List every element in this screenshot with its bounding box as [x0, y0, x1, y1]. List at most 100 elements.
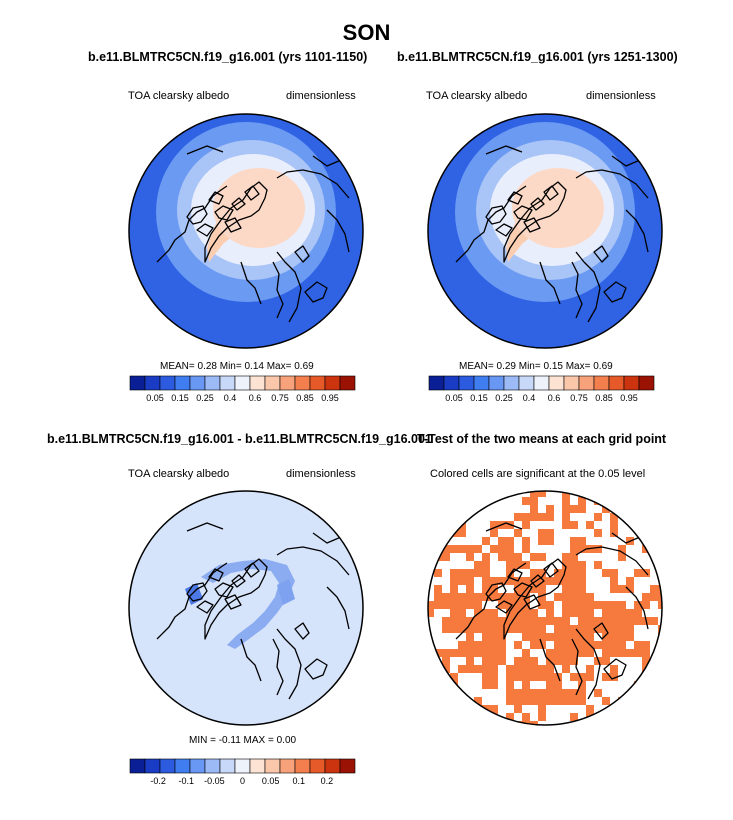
significant-cell: [522, 689, 530, 697]
significant-cell: [506, 537, 514, 545]
significant-cell: [578, 545, 586, 553]
significant-cell: [428, 505, 434, 513]
coastline: [294, 622, 310, 640]
significant-cell: [610, 521, 618, 529]
significant-cell: [562, 491, 570, 497]
significant-cell: [610, 641, 618, 649]
difference-field: [129, 491, 363, 725]
colorbar-swatch: [548, 375, 565, 391]
significant-cell: [538, 673, 546, 681]
colorbar-tick-label: 0.85: [296, 393, 314, 403]
significant-cell: [538, 665, 546, 673]
significant-cell: [490, 585, 498, 593]
significant-cell: [618, 609, 626, 617]
significant-cell: [618, 553, 626, 561]
significant-cell: [466, 593, 474, 601]
significant-cell: [466, 721, 474, 725]
significant-cell: [642, 593, 650, 601]
significant-cell: [570, 625, 578, 633]
coastline: [485, 582, 507, 602]
colorbar-swatch: [264, 375, 281, 391]
significant-cell: [578, 497, 586, 505]
significant-cell: [458, 513, 466, 521]
colorbar-swatch: [563, 375, 580, 391]
significant-cell: [458, 721, 466, 725]
significant-cell: [490, 577, 498, 585]
significant-cell: [570, 601, 578, 609]
colorbar-swatch: [204, 758, 221, 774]
coastline: [196, 600, 214, 614]
colorbar-swatch: [189, 375, 206, 391]
significant-cell: [634, 617, 642, 625]
panel3-case-title: b.e11.BLMTRC5CN.f19_g16.001 - b.e11.BLMT…: [47, 432, 432, 446]
coastline: [304, 281, 328, 303]
significant-cell: [562, 609, 570, 617]
significant-cell: [474, 545, 482, 553]
significant-cell: [434, 497, 442, 505]
colorbar-swatch: [309, 758, 326, 774]
colorbar-swatch: [294, 375, 311, 391]
significant-cell: [466, 633, 474, 641]
coastline: [593, 622, 609, 640]
colorbar-swatch: [339, 758, 356, 774]
significant-cell: [450, 721, 458, 725]
colorbar-tick-label: 0.75: [570, 393, 588, 403]
significant-cell: [586, 521, 594, 529]
significant-cell: [466, 577, 474, 585]
significant-cell: [434, 569, 442, 577]
significant-cell: [642, 497, 650, 505]
significant-cell: [578, 561, 586, 569]
significant-cell: [546, 505, 554, 513]
significant-cell: [514, 553, 522, 561]
significant-cell: [562, 561, 570, 569]
colorbar-swatch: [324, 758, 341, 774]
significant-cell: [634, 601, 642, 609]
colorbar-swatch: [533, 375, 550, 391]
significant-cell: [522, 713, 530, 721]
significant-cell: [562, 689, 570, 697]
significant-cell: [466, 601, 474, 609]
significant-cell: [618, 505, 626, 513]
coastline: [214, 582, 234, 598]
map-border: [427, 490, 663, 726]
arctic-ice-field: [512, 168, 604, 248]
significant-cell: [522, 545, 530, 553]
significant-cell: [498, 625, 506, 633]
significant-cell: [482, 577, 490, 585]
significant-cell: [594, 529, 602, 537]
significant-cell: [530, 609, 538, 617]
significant-cell: [554, 577, 562, 585]
panel2-variable: TOA clearsky albedo: [426, 90, 528, 102]
significant-cell: [586, 673, 594, 681]
significant-cell: [570, 593, 578, 601]
significant-cell: [586, 617, 594, 625]
significant-cell: [506, 609, 514, 617]
coastline: [186, 145, 224, 155]
map-border: [128, 113, 364, 349]
significant-cell: [442, 713, 450, 721]
significant-cell: [434, 537, 442, 545]
significant-cell: [578, 641, 586, 649]
significant-cell: [538, 705, 546, 713]
significant-cell: [522, 521, 530, 529]
colorbar-swatch: [129, 758, 146, 774]
significant-cell: [482, 585, 490, 593]
significant-cell: [506, 569, 514, 577]
significant-cell: [482, 609, 490, 617]
significant-cell: [506, 625, 514, 633]
significant-cell: [634, 649, 642, 657]
significant-cell: [514, 529, 522, 537]
significant-cell: [428, 545, 434, 553]
significant-cell: [428, 673, 434, 681]
coastline: [539, 261, 561, 305]
coastline: [326, 586, 350, 630]
significant-cell: [642, 505, 650, 513]
panel3-polar-map: [128, 490, 364, 726]
coastlines: [156, 145, 350, 323]
significant-cell: [442, 491, 450, 497]
significant-cell: [530, 721, 538, 725]
significant-cell: [498, 553, 506, 561]
significant-cell: [602, 569, 610, 577]
colorbar-swatch: [294, 758, 311, 774]
significant-cell: [450, 689, 458, 697]
